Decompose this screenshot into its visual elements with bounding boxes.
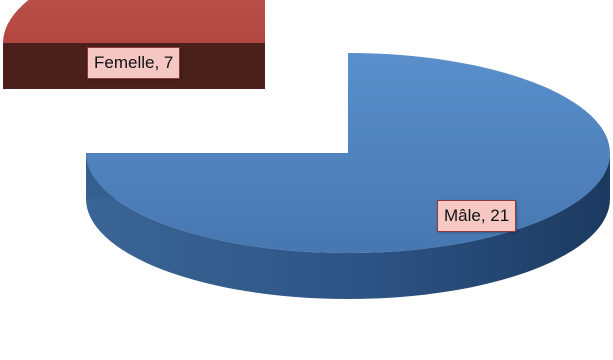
data-label-femelle: Femelle, 7 — [87, 47, 181, 79]
pie-slice-male — [86, 53, 610, 299]
data-label-male: Mâle, 21 — [437, 200, 517, 232]
